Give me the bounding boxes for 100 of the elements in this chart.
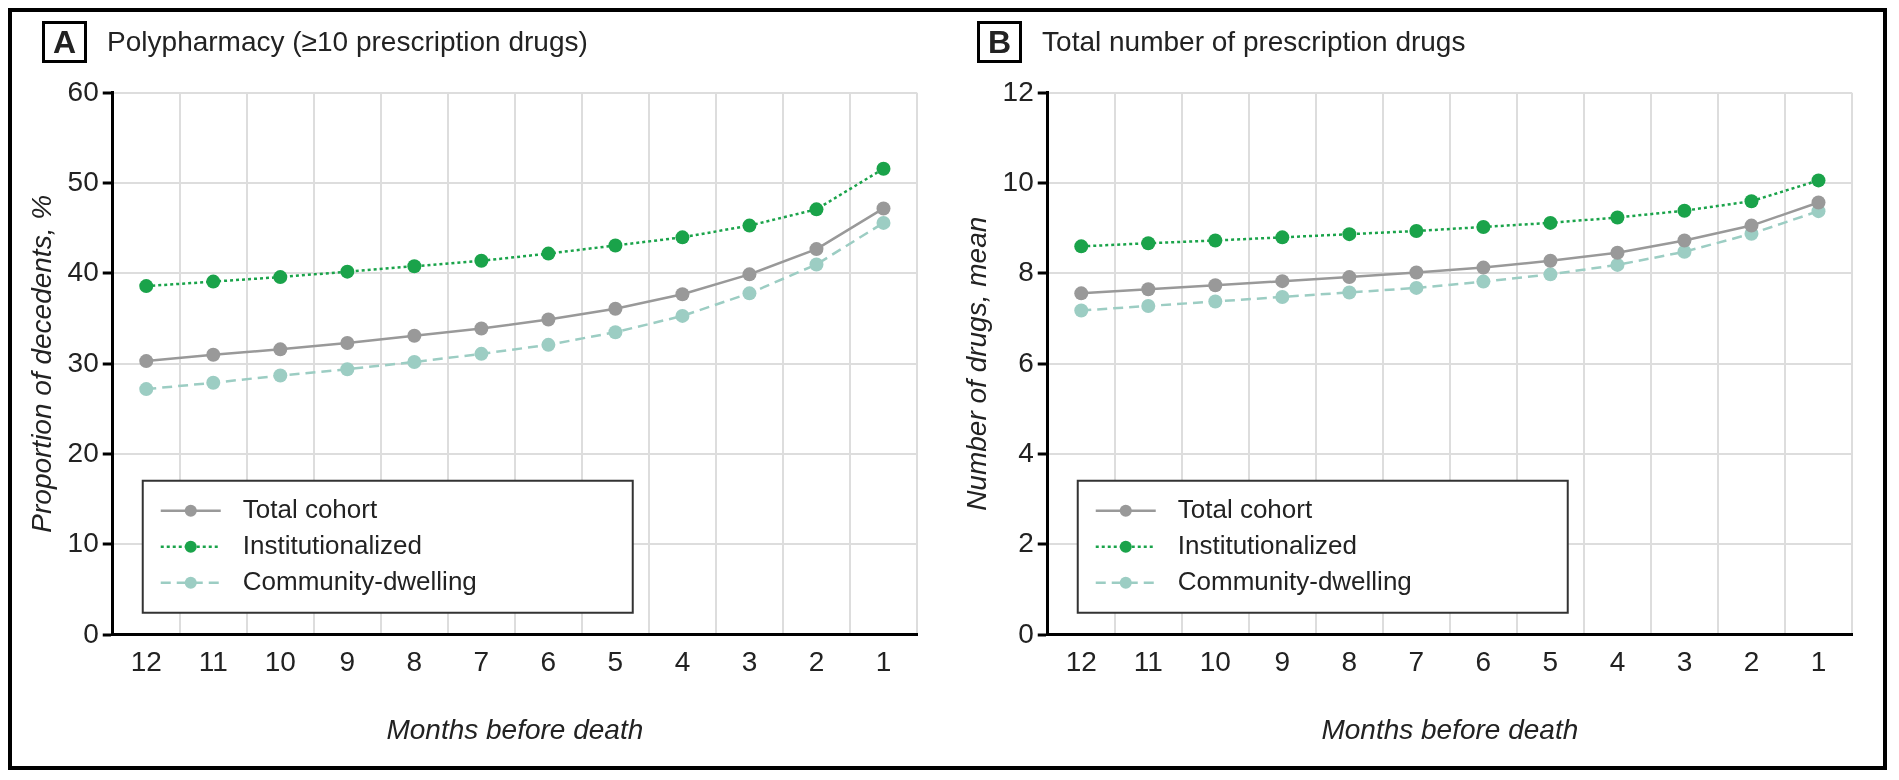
x-tick-label: 7 xyxy=(473,646,490,678)
point xyxy=(474,253,489,268)
point xyxy=(876,161,891,176)
y-tick-label: 12 xyxy=(1002,75,1034,107)
point xyxy=(139,279,154,294)
point xyxy=(1677,203,1692,218)
point xyxy=(1275,289,1290,304)
x-tick-label: 3 xyxy=(1676,646,1693,678)
x-axis-title: Months before death xyxy=(386,714,644,745)
point xyxy=(1811,173,1826,188)
point xyxy=(1409,224,1424,239)
x-tick-label: 9 xyxy=(1274,646,1291,678)
x-tick-label: 4 xyxy=(674,646,691,678)
point xyxy=(1275,230,1290,245)
point xyxy=(1141,282,1156,297)
legend-label: Community-dwelling xyxy=(1177,565,1412,596)
y-axis-title: Number of drugs, mean xyxy=(960,216,992,511)
y-tick-label: 8 xyxy=(1018,256,1034,288)
point xyxy=(1610,245,1625,260)
legend-label: Institutionalized xyxy=(1177,529,1357,560)
x-tick-label: 3 xyxy=(741,646,758,678)
point xyxy=(742,286,757,301)
point xyxy=(1342,227,1357,242)
point xyxy=(340,264,355,279)
chart-title: Polypharmacy (≥10 prescription drugs) xyxy=(107,26,588,58)
point xyxy=(1476,274,1491,289)
point xyxy=(273,342,288,357)
point xyxy=(1610,257,1625,272)
point xyxy=(1342,270,1357,285)
point xyxy=(1811,195,1826,210)
text: B xyxy=(977,21,1023,63)
x-tick-label: 1 xyxy=(875,646,892,678)
y-tick-label: 20 xyxy=(67,436,99,468)
point xyxy=(608,238,623,253)
legend-label: Institutionalized xyxy=(242,529,422,560)
point xyxy=(1409,280,1424,295)
x-tick-label: 12 xyxy=(130,646,162,678)
point xyxy=(675,287,690,302)
x-tick-label: 10 xyxy=(264,646,296,678)
point xyxy=(206,375,221,390)
point xyxy=(1677,244,1692,259)
x-tick-label: 10 xyxy=(1199,646,1231,678)
point xyxy=(541,337,556,352)
point xyxy=(1476,260,1491,275)
point xyxy=(809,257,824,272)
legend-label: Total cohort xyxy=(1177,493,1313,524)
point xyxy=(1275,274,1290,289)
point xyxy=(1543,253,1558,268)
chart-title: Total number of prescription drugs xyxy=(1042,26,1466,58)
point xyxy=(1141,236,1156,251)
legend-label: Total cohort xyxy=(242,493,378,524)
point xyxy=(1208,294,1223,309)
x-tick-label: 11 xyxy=(198,646,228,678)
point xyxy=(340,362,355,377)
point xyxy=(1610,210,1625,225)
x-tick-label: 11 xyxy=(1133,646,1163,678)
point xyxy=(1342,285,1357,300)
y-tick-label: 30 xyxy=(67,346,99,378)
point xyxy=(1074,303,1089,318)
y-tick-label: 4 xyxy=(1018,436,1034,468)
y-tick-label: 0 xyxy=(83,617,99,649)
point xyxy=(1141,298,1156,313)
point xyxy=(139,382,154,397)
point xyxy=(1208,278,1223,293)
point xyxy=(876,215,891,230)
x-tick-label: 6 xyxy=(540,646,557,678)
x-tick-label: 5 xyxy=(607,646,624,678)
x-tick-label: 6 xyxy=(1475,646,1492,678)
point xyxy=(742,267,757,282)
point xyxy=(809,242,824,257)
y-axis-title: Proportion of decedents, % xyxy=(25,194,57,533)
point xyxy=(742,218,757,233)
y-tick-label: 60 xyxy=(67,75,99,107)
x-tick-label: 8 xyxy=(1341,646,1358,678)
point xyxy=(1744,194,1759,209)
y-tick-label: 40 xyxy=(67,256,99,288)
point xyxy=(340,336,355,351)
point xyxy=(1074,239,1089,254)
point xyxy=(541,246,556,261)
text: A xyxy=(42,21,88,63)
x-axis-title: Months before death xyxy=(1321,714,1579,745)
point xyxy=(608,325,623,340)
y-tick-label: 10 xyxy=(1002,165,1034,197)
point xyxy=(1074,286,1089,301)
x-tick-label: 2 xyxy=(808,646,825,678)
y-tick-label: 6 xyxy=(1018,346,1034,378)
point xyxy=(1677,233,1692,248)
point xyxy=(1409,265,1424,280)
point xyxy=(407,328,422,343)
point xyxy=(206,274,221,289)
point xyxy=(1476,219,1491,234)
point xyxy=(876,201,891,216)
point xyxy=(139,354,154,369)
point xyxy=(1543,267,1558,282)
x-tick-label: 4 xyxy=(1609,646,1626,678)
point xyxy=(675,308,690,323)
y-tick-label: 0 xyxy=(1018,617,1034,649)
point xyxy=(675,230,690,245)
y-tick-label: 50 xyxy=(67,165,99,197)
x-tick-label: 1 xyxy=(1810,646,1827,678)
